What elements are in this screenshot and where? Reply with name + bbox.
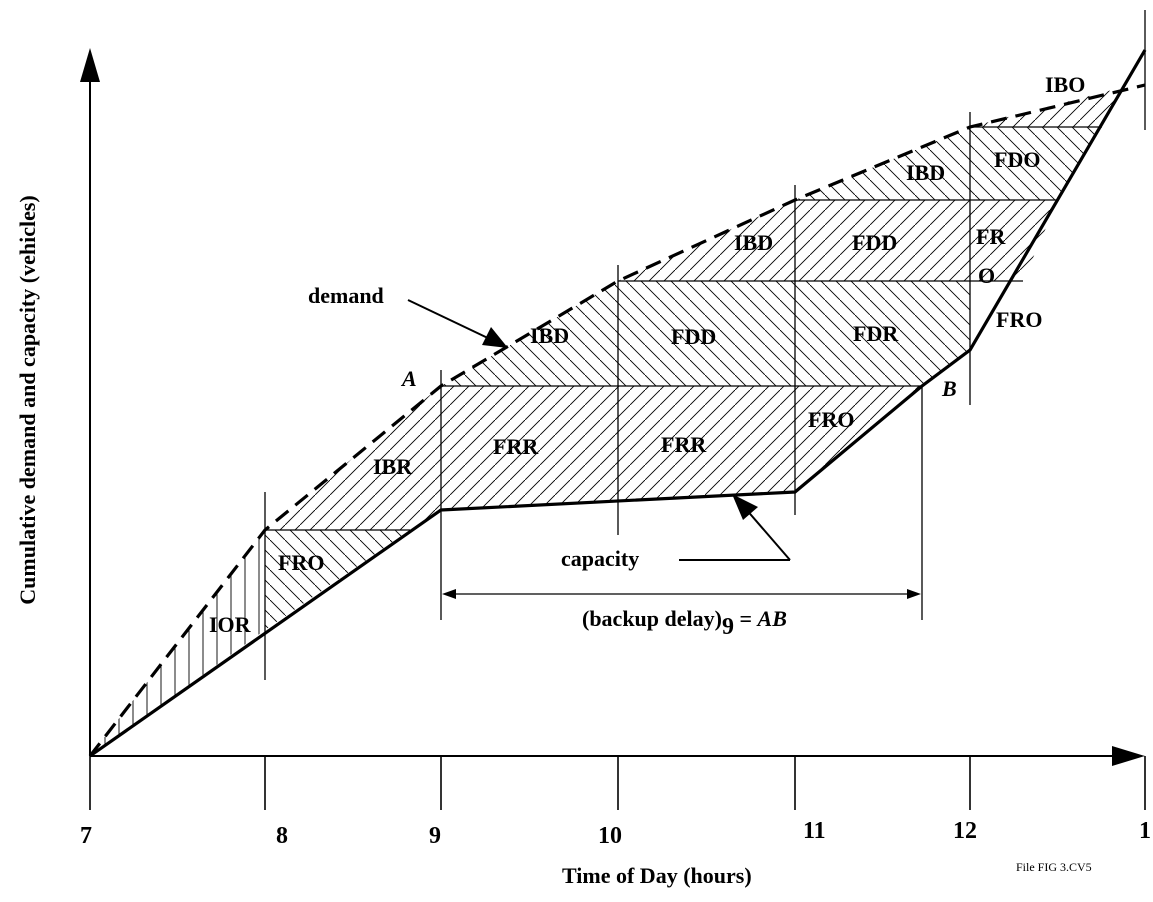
x-tick-labels: 7 8 9 10 11 12 1 <box>80 818 1151 849</box>
x-axis-title: Time of Day (hours) <box>562 863 752 888</box>
capacity-curve <box>89 49 1147 758</box>
x-tick-label: 9 <box>429 823 441 849</box>
region-label-fdo-12: FDO <box>994 147 1040 172</box>
region-label-ibr: IBR <box>373 454 413 479</box>
region-frr-fill <box>441 386 922 510</box>
x-tick-label: 10 <box>598 823 622 849</box>
region-label-fdr-11: FDR <box>853 321 899 346</box>
y-axis-title: Cumulative demand and capacity (vehicles… <box>15 195 40 604</box>
capacity-pointer-line <box>744 507 791 561</box>
region-label-frr-10: FRR <box>661 432 707 457</box>
x-axis-arrowhead <box>1112 746 1145 766</box>
backup-delay-ab: AB <box>756 606 787 631</box>
hatched-regions <box>90 88 1120 756</box>
region-label-fro-11: FRO <box>808 407 854 432</box>
capacity-label: capacity <box>561 546 639 571</box>
point-a-label: A <box>400 366 417 391</box>
region-fdd-fdr-fill <box>618 281 970 386</box>
guide-lines <box>264 10 1146 680</box>
region-label-frr-9: FRR <box>493 434 539 459</box>
capacity-pointer-arrowhead <box>732 494 758 520</box>
region-label-ibo: IBO <box>1045 72 1085 97</box>
x-tick-label: 11 <box>803 818 826 844</box>
demand-label: demand <box>308 283 384 308</box>
x-tick-label: 12 <box>953 818 977 844</box>
region-label-fdd-10: FDD <box>671 324 716 349</box>
x-tick-label: 1 <box>1139 818 1151 844</box>
y-axis-arrowhead <box>80 48 100 82</box>
axes <box>80 48 1146 810</box>
backup-delay-subscript: 9 <box>722 614 734 640</box>
backup-delay-dimension <box>442 589 921 599</box>
region-label-ibd-9: IBD <box>530 323 569 348</box>
region-label-fr-bottom: O <box>978 263 995 288</box>
region-label-ibd-10: IBD <box>734 230 773 255</box>
region-fro-8-fill <box>265 530 410 630</box>
point-b-label: B <box>941 376 957 401</box>
demand-curve <box>88 83 1146 757</box>
x-tick-label: 7 <box>80 823 92 849</box>
region-ior-fill <box>90 530 265 756</box>
demand-pointer-arrowhead <box>482 327 508 348</box>
demand-pointer-line <box>407 299 493 341</box>
backup-delay-label: (backup delay)9 = AB <box>582 606 787 640</box>
x-tick-label: 8 <box>276 823 288 849</box>
region-label-ior: IOR <box>209 612 252 637</box>
region-labels: IOR FRO IBR FRR FRR FRO IBD FDD FDR IBD … <box>209 72 1085 637</box>
region-fdd-11-fill <box>795 200 1058 281</box>
region-label-fro-12: FRO <box>996 307 1042 332</box>
backup-delay-prefix: (backup delay) <box>582 606 722 631</box>
backup-delay-equals: = <box>734 606 758 631</box>
region-label-fdd-11: FDD <box>852 230 897 255</box>
region-label-ibd-11: IBD <box>906 160 945 185</box>
region-label-fr-top: FR <box>976 224 1006 249</box>
region-label-fro-8: FRO <box>278 550 324 575</box>
file-note: File FIG 3.CV5 <box>1016 860 1092 874</box>
